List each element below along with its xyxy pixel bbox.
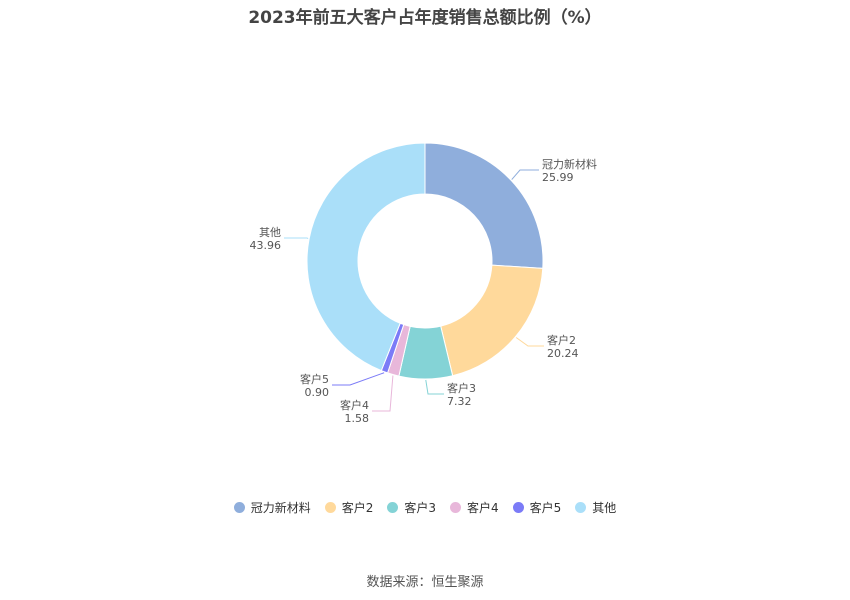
legend-marker xyxy=(387,502,399,513)
legend-label: 客户3 xyxy=(404,501,436,515)
legend-marker xyxy=(575,502,587,513)
legend-marker xyxy=(512,502,524,513)
leader-line-冠力新材料 xyxy=(511,169,539,180)
leader-line-客户3 xyxy=(425,379,444,395)
leader-line-客户5 xyxy=(332,372,385,386)
leader-line-其他 xyxy=(284,237,309,240)
slice-label-客户3: 客户3 xyxy=(447,381,476,395)
legend-marker xyxy=(324,502,336,513)
legend-label: 客户2 xyxy=(341,501,374,515)
legend-item-客户5[interactable]: 客户5 xyxy=(512,499,562,516)
slice-客户2[interactable] xyxy=(440,264,544,377)
slice-label-客户4: 客户4 xyxy=(340,398,369,412)
slice-value-其他: 43.96 xyxy=(250,239,282,252)
slice-冠力新材料[interactable] xyxy=(424,142,544,269)
legend-item-客户3[interactable]: 客户3 xyxy=(387,499,436,516)
legend-label: 客户5 xyxy=(529,501,562,515)
legend-label: 客户4 xyxy=(467,501,499,515)
legend-item-冠力新材料[interactable]: 冠力新材料 xyxy=(233,499,311,516)
legend-item-客户4[interactable]: 客户4 xyxy=(450,499,499,516)
slice-其他[interactable] xyxy=(306,142,426,372)
leader-line-客户4 xyxy=(372,375,394,412)
legend-label: 其他 xyxy=(592,501,617,515)
legend-item-其他[interactable]: 其他 xyxy=(575,499,616,516)
data-source: 数据来源：恒生聚源 xyxy=(366,575,484,590)
legend-label: 冠力新材料 xyxy=(250,501,311,515)
slice-label-客户5: 客户5 xyxy=(300,372,329,386)
legend-marker xyxy=(233,502,245,513)
slice-label-客户2: 客户2 xyxy=(547,333,576,347)
slice-label-其他: 其他 xyxy=(259,226,281,239)
legend-item-客户2[interactable]: 客户2 xyxy=(324,499,374,516)
leader-line-客户2 xyxy=(515,337,544,347)
slice-value-客户4: 1.58 xyxy=(345,412,370,425)
slice-value-客户5: 0.90 xyxy=(305,386,330,399)
chart-title: 2023年前五大客户占年度销售总额比例（%） xyxy=(248,8,602,28)
legend-marker xyxy=(450,502,461,513)
slices-group xyxy=(306,142,544,380)
slice-value-客户2: 20.24 xyxy=(547,347,579,360)
slice-value-冠力新材料: 25.99 xyxy=(542,171,574,184)
slice-label-冠力新材料: 冠力新材料 xyxy=(542,157,597,171)
slice-value-客户3: 7.32 xyxy=(447,395,472,408)
legend: 冠力新材料 客户2 客户3 客户4 客户5 其他 xyxy=(0,499,850,516)
